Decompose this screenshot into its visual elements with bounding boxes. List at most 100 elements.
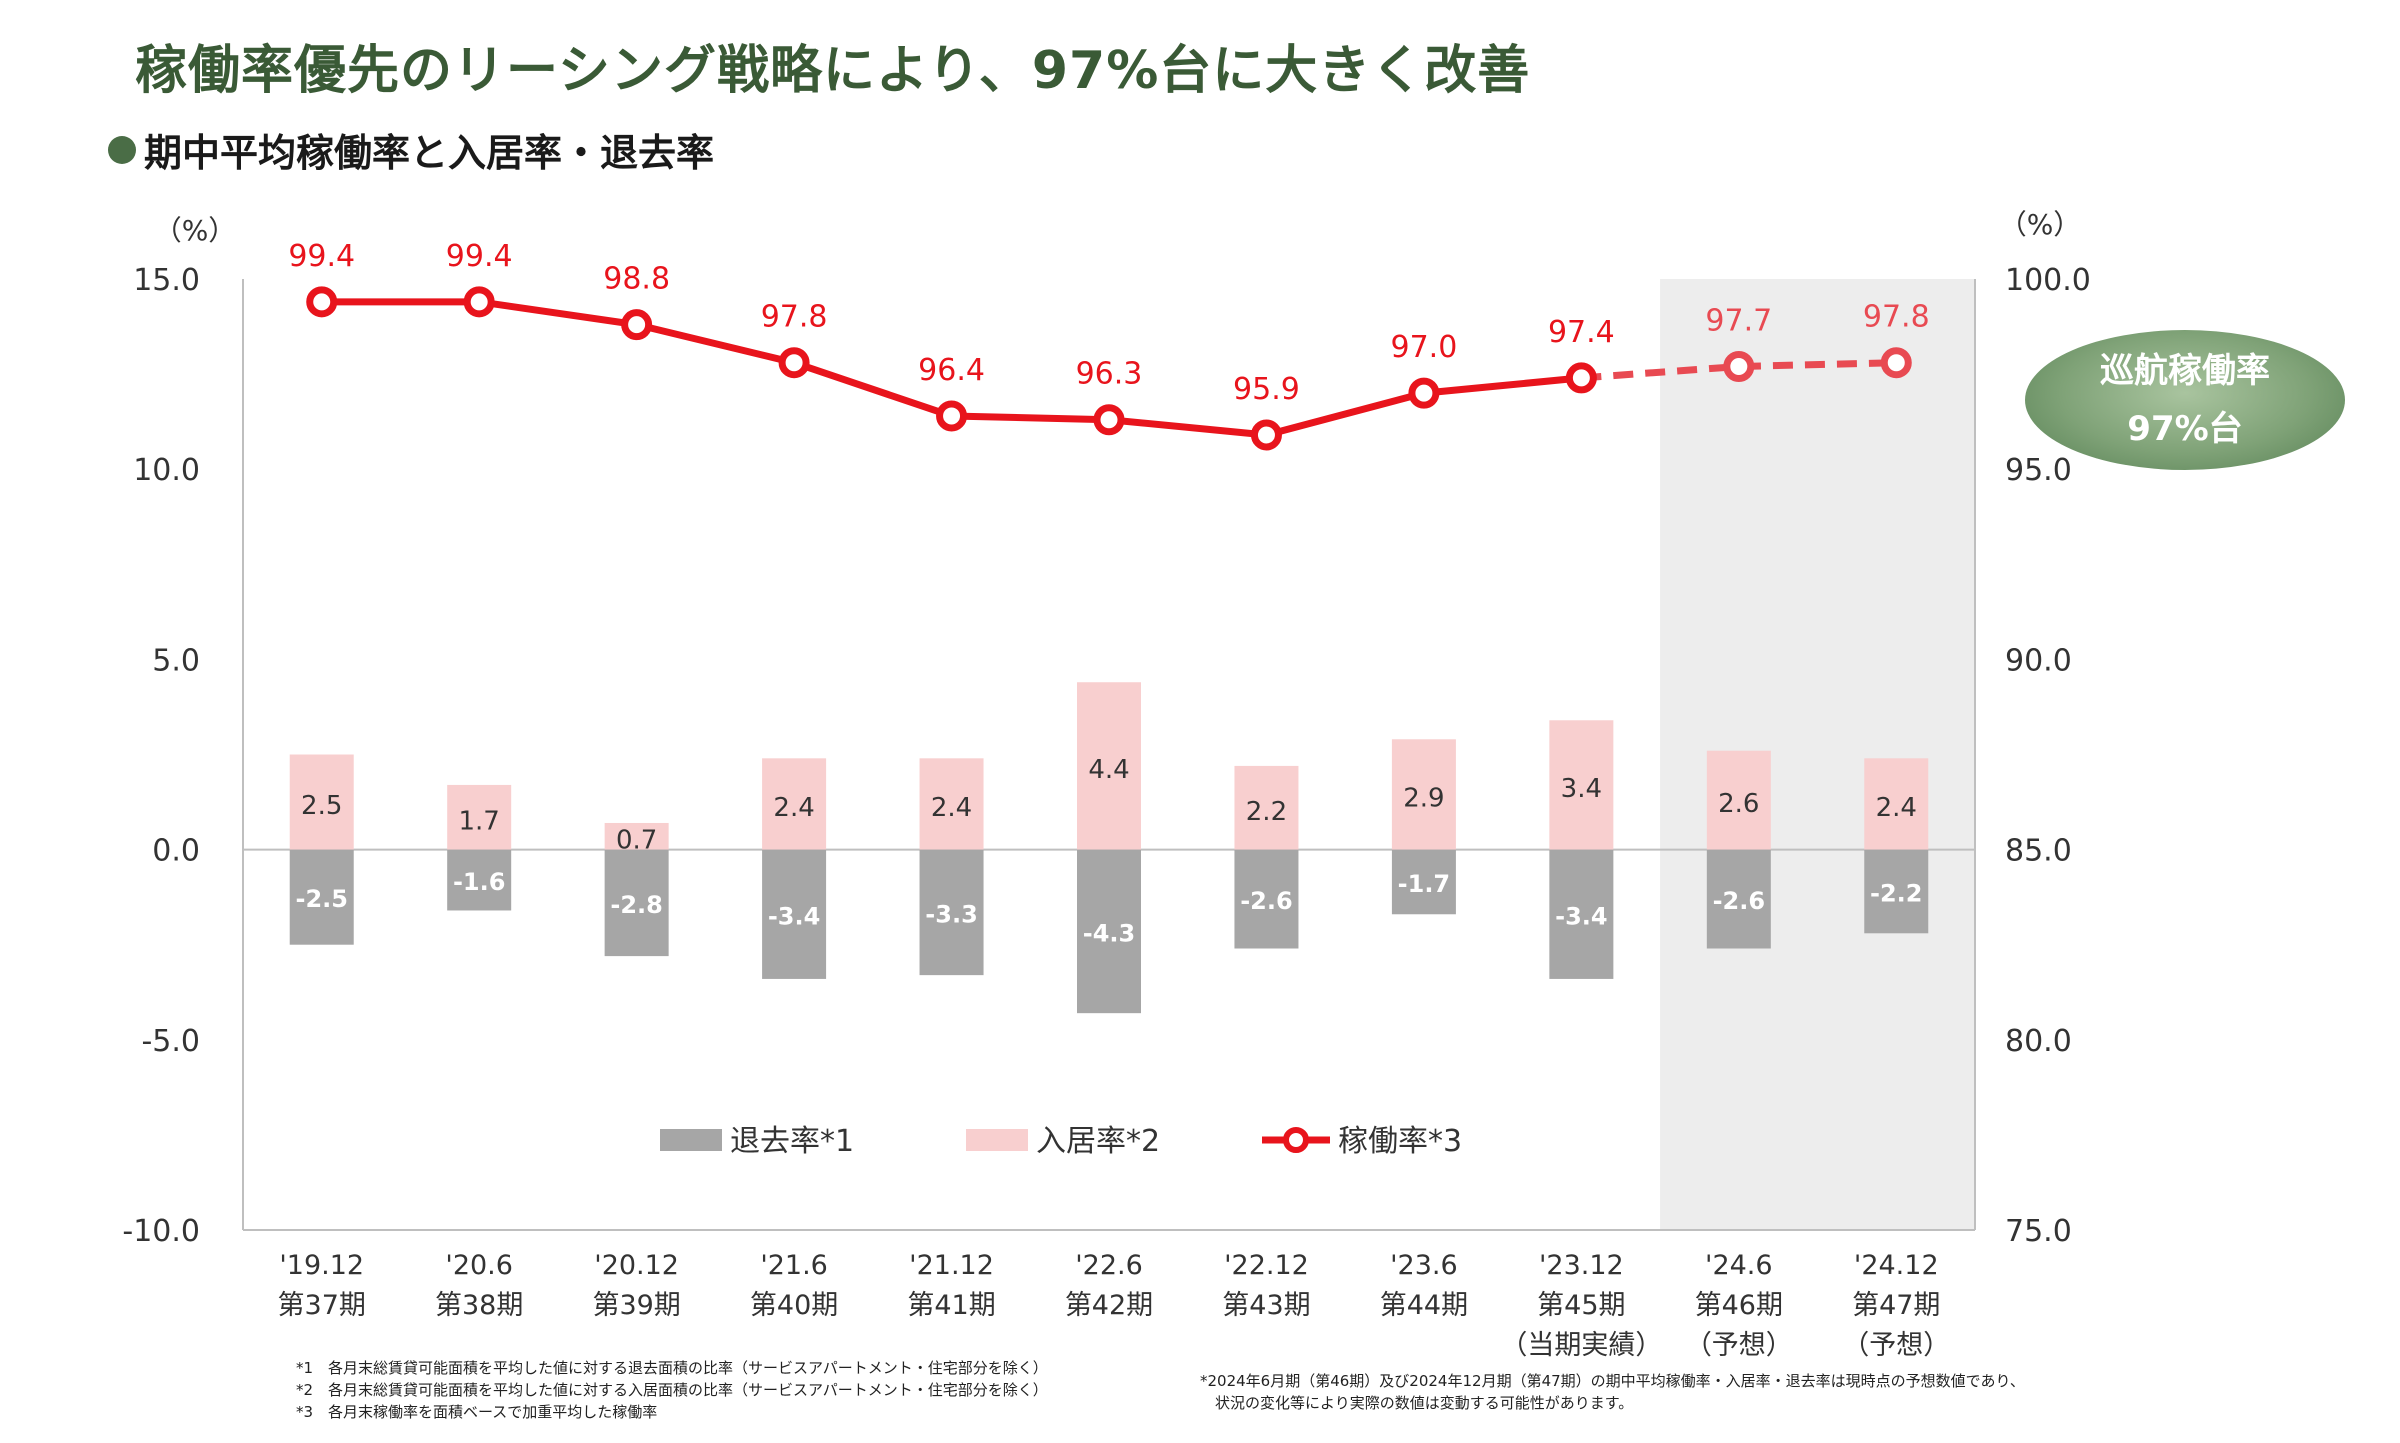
left-tick-label: 5.0: [152, 643, 200, 678]
category-label: '24.6: [1705, 1250, 1773, 1281]
left-tick-label: 10.0: [133, 453, 200, 488]
legend-move-in-swatch: [966, 1129, 1028, 1151]
move-out-bar: [1549, 849, 1614, 979]
occupancy-point: [306, 286, 338, 318]
legend-move-in-label: 入居率*2: [1036, 1124, 1160, 1159]
chart-subtitle: 期中平均稼働率と入居率・退去率: [144, 131, 715, 175]
move-in-bar: [1706, 750, 1771, 850]
occupancy-value-label: 97.4: [1548, 315, 1615, 350]
occupancy-point: [1565, 362, 1597, 394]
footnote-3: *3 各月末稼働率を面積ベースで加重平均した稼働率: [296, 1403, 658, 1421]
category-label: '22.12: [1224, 1250, 1309, 1281]
occupancy-point: [1093, 404, 1125, 436]
left-tick-label: 15.0: [133, 263, 200, 298]
move-in-value-label: 2.4: [1876, 793, 1917, 823]
move-in-value-label: 4.4: [1088, 755, 1129, 785]
category-label: 第38期: [435, 1290, 523, 1321]
category-label: （予想）: [1842, 1330, 1950, 1361]
move-in-value-label: 2.4: [773, 793, 814, 823]
occupancy-value-label: 97.8: [761, 300, 828, 335]
move-in-bar: [1864, 758, 1929, 850]
move-in-value-label: 2.4: [931, 793, 972, 823]
left-axis-unit: （%）: [154, 214, 237, 247]
move-in-bar: [1549, 720, 1614, 850]
left-tick-label: -10.0: [122, 1214, 200, 1249]
move-out-bar: [1077, 849, 1141, 1014]
move-out-value-label: -4.3: [1083, 919, 1135, 947]
right-tick-label: 75.0: [2005, 1214, 2072, 1249]
left-tick-label: 0.0: [152, 834, 200, 869]
footnotes-right: *2024年6月期（第46期）及び2024年12月期（第47期）の期中平均稼働率…: [1200, 1370, 2025, 1414]
category-label: '21.12: [909, 1250, 994, 1281]
category-label: '22.6: [1075, 1250, 1143, 1281]
bullet-dot-icon: [108, 135, 136, 164]
category-label: 第47期: [1852, 1290, 1940, 1321]
occupancy-line-forecast: [1581, 359, 1897, 382]
right-tick-label: 85.0: [2005, 834, 2072, 869]
category-label: 第46期: [1695, 1290, 1783, 1321]
category-label: 第39期: [592, 1290, 680, 1321]
move-out-bar: [447, 849, 512, 911]
move-in-value-label: 2.5: [301, 791, 342, 821]
move-out-value-label: -3.4: [1555, 902, 1607, 930]
category-label: '23.6: [1390, 1250, 1458, 1281]
category-label: '24.12: [1854, 1250, 1939, 1281]
category-label: （当期実績）: [1500, 1330, 1662, 1361]
occupancy-value-label: 99.4: [288, 239, 355, 274]
category-label: '19.12: [279, 1250, 364, 1281]
category-label: 第43期: [1222, 1290, 1310, 1321]
category-label: 第41期: [907, 1290, 995, 1321]
occupancy-value-label: 97.8: [1863, 300, 1930, 335]
move-out-bar: [762, 849, 827, 979]
move-out-bar: [289, 849, 354, 945]
forecast-note-2: 状況の変化等により実際の数値は変動する可能性があります。: [1200, 1394, 1634, 1412]
category-label: 第40期: [750, 1290, 838, 1321]
category-label: 第37期: [278, 1290, 366, 1321]
move-out-value-label: -2.6: [1713, 887, 1765, 915]
category-label: （予想）: [1685, 1330, 1793, 1361]
move-out-value-label: -1.7: [1398, 870, 1450, 898]
footnotes-left: *1 各月末総賃貸可能面積を平均した値に対する退去面積の比率（サービスアパートメ…: [296, 1357, 1048, 1423]
occupancy-point: [1408, 377, 1440, 409]
move-out-bar: [919, 849, 984, 976]
left-tick-label: -5.0: [141, 1024, 200, 1059]
right-axis-unit: （%）: [1999, 208, 2082, 241]
move-in-bar: [289, 754, 354, 850]
footnote-1: *1 各月末総賃貸可能面積を平均した値に対する退去面積の比率（サービスアパートメ…: [296, 1359, 1048, 1377]
occupancy-point: [936, 400, 968, 432]
move-out-bar: [1234, 849, 1299, 949]
move-in-value-label: 3.4: [1561, 774, 1602, 804]
move-in-bar: [447, 784, 512, 850]
forecast-note-1: *2024年6月期（第46期）及び2024年12月期（第47期）の期中平均稼働率…: [1200, 1372, 2025, 1390]
badge-line-1: 巡航稼働率: [2100, 351, 2270, 391]
move-in-value-label: 2.6: [1718, 789, 1759, 819]
move-out-bar: [1391, 849, 1456, 915]
subtitle-row: 期中平均稼働率と入居率・退去率: [108, 122, 714, 177]
move-in-value-label: 1.7: [459, 806, 500, 836]
category-label: 第45期: [1537, 1290, 1625, 1321]
right-tick-label: 100.0: [2005, 263, 2091, 298]
category-label: '23.12: [1539, 1250, 1624, 1281]
legend-occupancy-label: 稼働率*3: [1338, 1124, 1462, 1159]
cruising-occupancy-badge: 巡航稼働率 97%台: [2025, 330, 2345, 470]
move-in-bar: [604, 822, 669, 850]
move-out-value-label: -3.3: [925, 900, 977, 928]
right-tick-label: 90.0: [2005, 643, 2072, 678]
page-headline: 稼働率優先のリーシング戦略により、97%台に大きく改善: [135, 41, 1531, 101]
right-tick-label: 95.0: [2005, 453, 2072, 488]
category-label: '20.12: [594, 1250, 679, 1281]
move-out-bar: [1706, 849, 1771, 949]
occupancy-value-label: 97.7: [1705, 303, 1772, 338]
occupancy-point: [463, 286, 495, 318]
move-in-bar: [1391, 739, 1456, 850]
move-in-value-label: 2.2: [1246, 797, 1287, 827]
move-out-value-label: -2.5: [295, 885, 347, 913]
badge-line-2: 97%台: [2127, 409, 2243, 449]
category-label: 第44期: [1380, 1290, 1468, 1321]
legend-move-out-swatch: [660, 1129, 722, 1151]
occupancy-point: [1723, 350, 1755, 382]
occupancy-value-label: 99.4: [446, 239, 513, 274]
footnote-2: *2 各月末総賃貸可能面積を平均した値に対する入居面積の比率（サービスアパートメ…: [296, 1381, 1048, 1399]
move-out-bar: [1864, 849, 1929, 934]
